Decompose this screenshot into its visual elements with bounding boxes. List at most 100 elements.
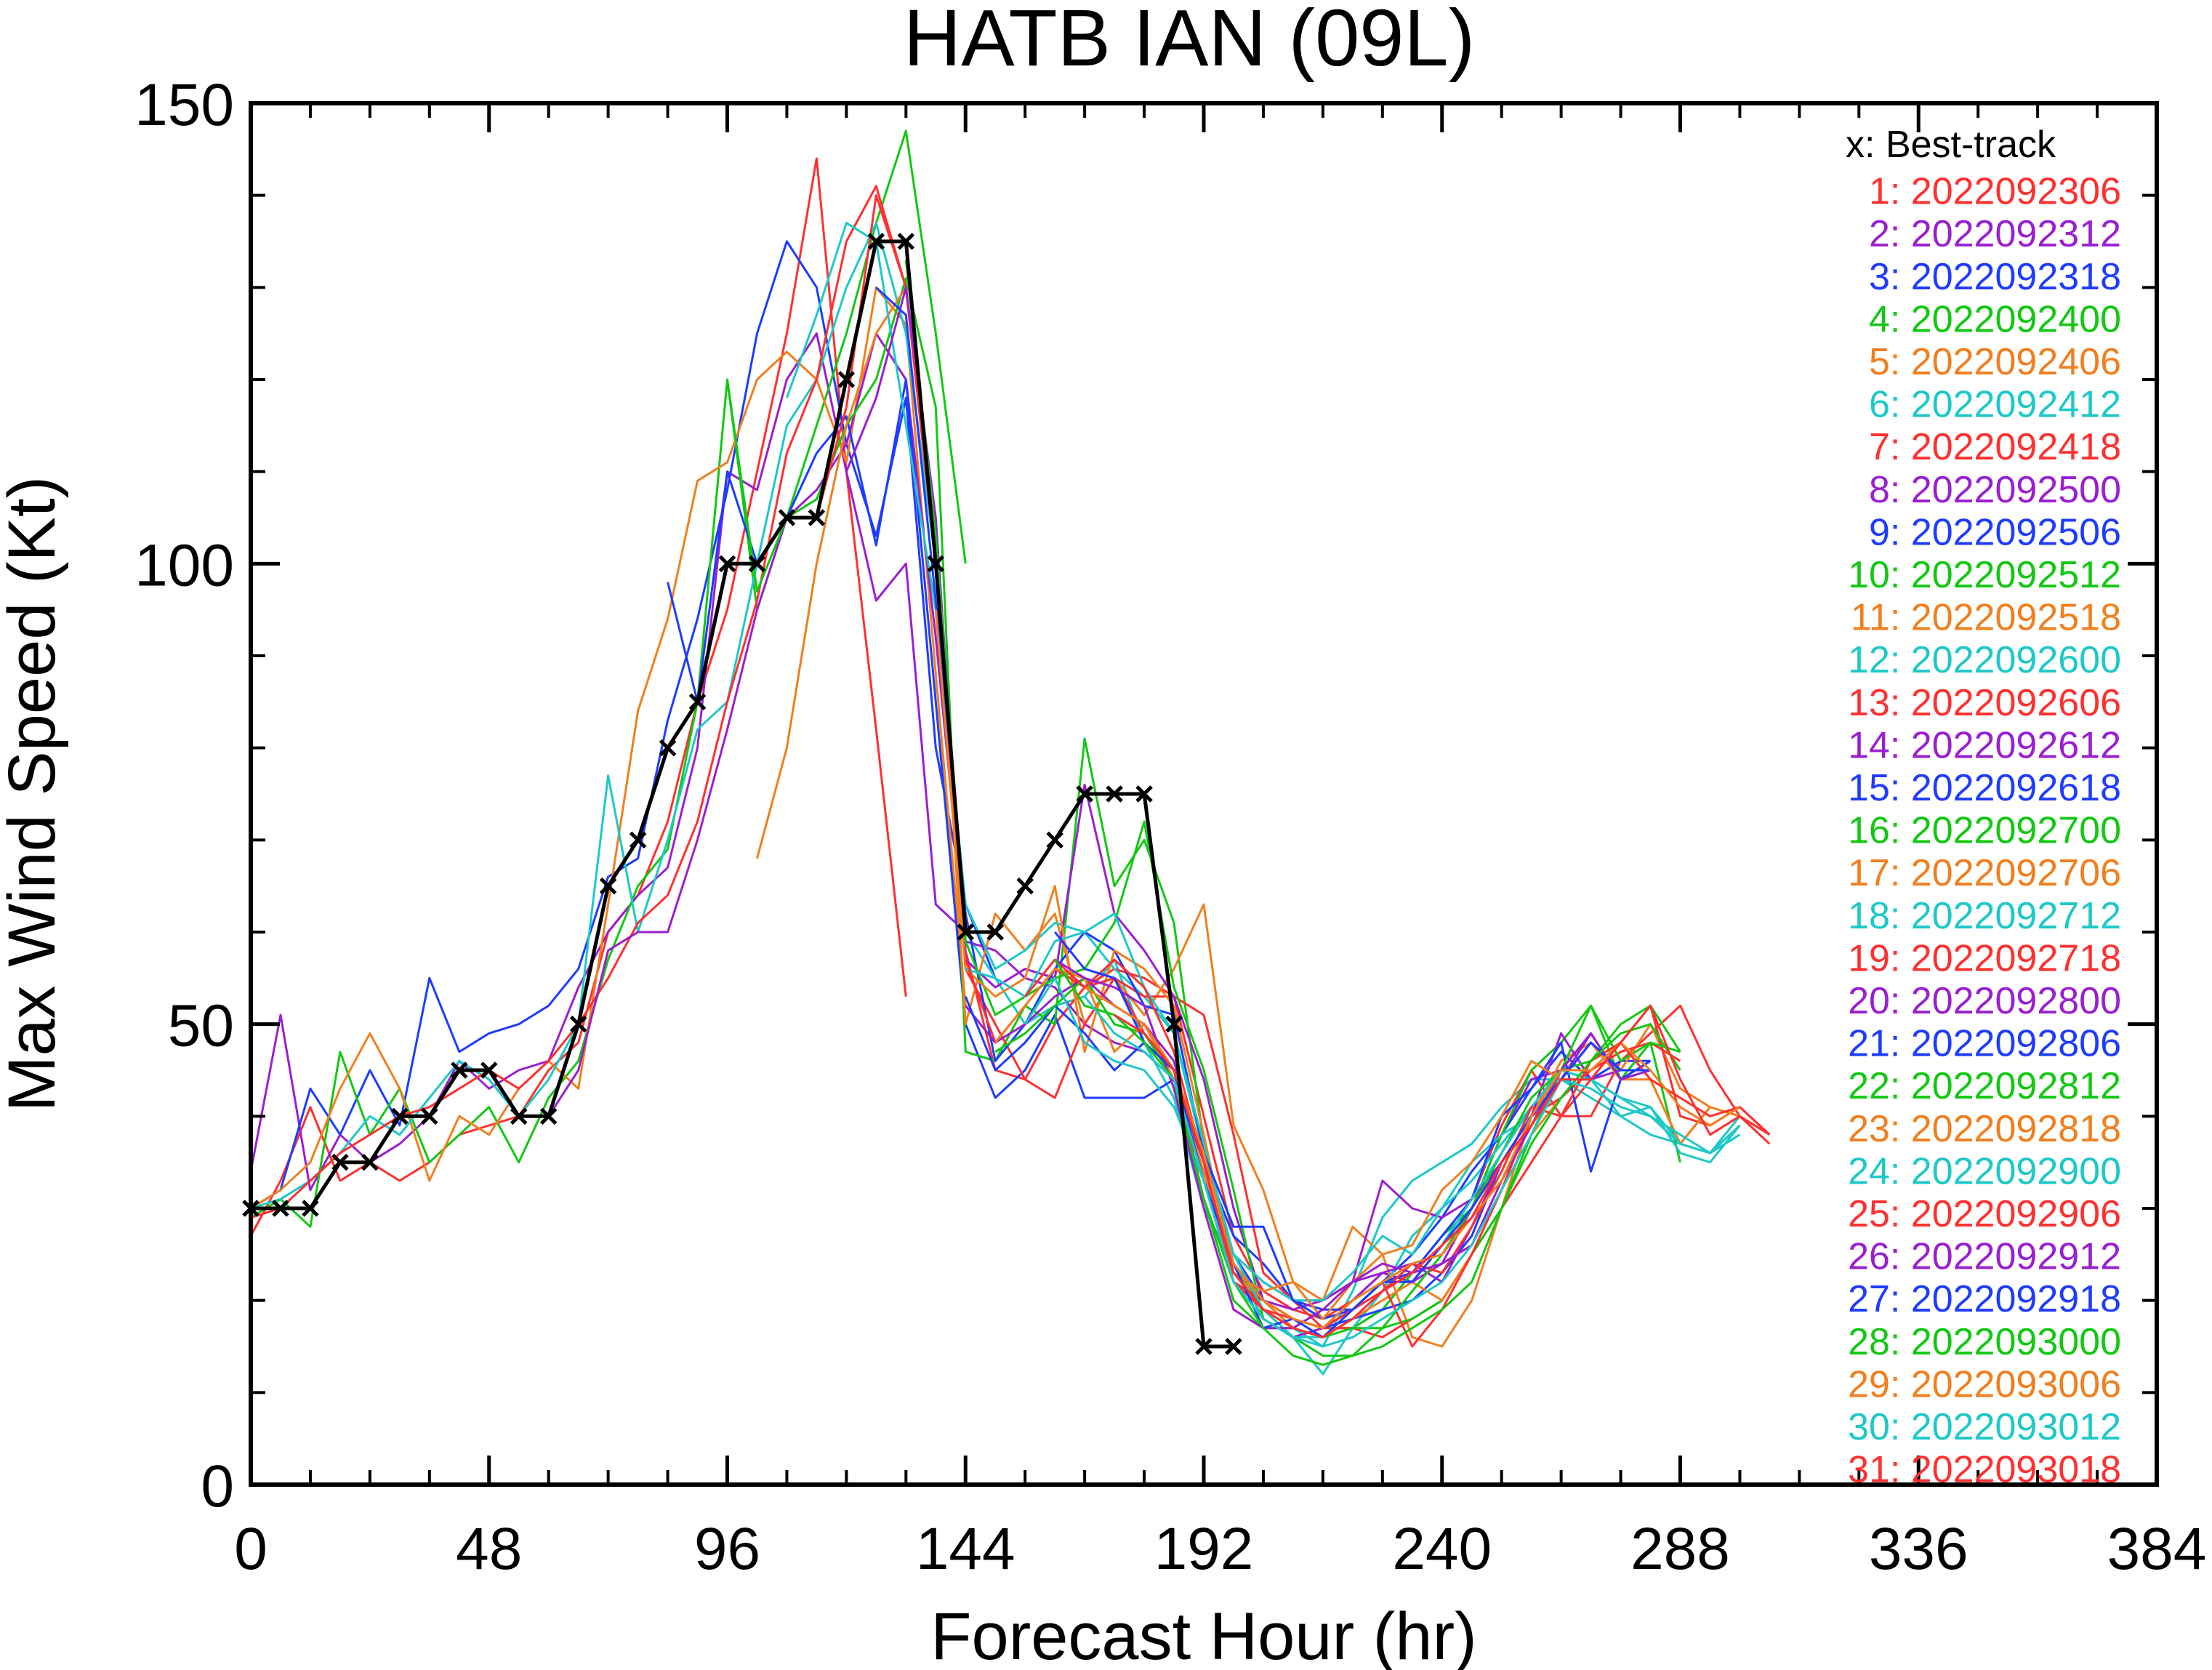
best-track-marker <box>927 555 945 573</box>
best-track-marker <box>331 1153 349 1171</box>
best-track-marker <box>1076 785 1093 803</box>
best-track-line <box>251 239 1234 1349</box>
series-line-31 <box>1114 1004 1771 1338</box>
legend-item-14: 14: 2022092612 <box>1848 724 2121 766</box>
x-tick-label: 336 <box>1869 1516 1968 1582</box>
best-track-marker <box>1195 1338 1212 1355</box>
legend-item-19: 19: 2022092718 <box>1848 937 2121 979</box>
x-tick-label: 0 <box>234 1516 268 1582</box>
best-track-marker <box>837 371 856 388</box>
best-track-marker <box>510 1107 528 1125</box>
x-tick-label: 288 <box>1630 1516 1730 1582</box>
x-tick-label: 192 <box>1154 1516 1254 1582</box>
legend-item-9: 9: 2022092506 <box>1869 511 2121 553</box>
x-axis-label: Forecast Hour (hr) <box>930 1599 1477 1670</box>
legend-item-13: 13: 2022092606 <box>1848 682 2121 724</box>
legend-item-11: 11: 2022092518 <box>1851 597 2121 639</box>
best-track-marker <box>539 1107 558 1125</box>
best-track-marker <box>629 831 647 849</box>
best-track-marker <box>659 739 677 757</box>
best-track-marker <box>1016 877 1034 895</box>
x-tick-label: 240 <box>1392 1516 1492 1582</box>
series-line-14 <box>845 286 1622 1311</box>
series-line-26 <box>1054 958 1651 1330</box>
legend-item-24: 24: 2022092900 <box>1848 1150 2121 1192</box>
y-tick-label: 100 <box>134 532 234 598</box>
best-track-marker <box>421 1107 438 1125</box>
series-line-21 <box>964 996 1652 1320</box>
best-track-marker <box>361 1153 379 1171</box>
legend-item-18: 18: 2022092712 <box>1848 895 2121 937</box>
y-axis-label: Max Wind Speed (Kt) <box>0 476 69 1112</box>
best-track-marker <box>272 1200 289 1217</box>
legend-item-30: 30: 2022093012 <box>1848 1406 2121 1448</box>
legend-item-12: 12: 2022092600 <box>1848 639 2121 681</box>
best-track-marker <box>599 877 617 895</box>
legend-item-25: 25: 2022092906 <box>1848 1193 2121 1235</box>
series-line-25 <box>1024 958 1771 1330</box>
y-tick-label: 0 <box>201 1453 234 1520</box>
x-tick-label: 96 <box>694 1516 760 1582</box>
legend-item-7: 7: 2022092418 <box>1869 426 2121 468</box>
series-line-1 <box>249 157 907 1237</box>
best-track-marker <box>897 233 915 250</box>
best-track-marker <box>718 555 736 573</box>
legend-item-8: 8: 2022092500 <box>1869 469 2121 511</box>
best-track-marker <box>1135 785 1153 803</box>
series-line-22 <box>994 976 1681 1338</box>
axis-ticks: 0 48 96 144 192 240 288 336 384 0 50 100 150 <box>134 72 2206 1582</box>
best-track-marker <box>480 1061 498 1079</box>
legend-item-21: 21: 2022092806 <box>1848 1023 2121 1065</box>
best-track-marker <box>391 1107 409 1125</box>
legend-item-23: 23: 2022092818 <box>1848 1108 2121 1150</box>
chart-title: HATB IAN (09L) <box>904 0 1476 83</box>
legend-item-20: 20: 2022092800 <box>1848 980 2121 1022</box>
series-line-29 <box>1084 986 1741 1330</box>
legend-item-28: 28: 2022093000 <box>1848 1321 2121 1363</box>
legend-best-track: x: Best-track <box>1846 124 2056 166</box>
best-track-marker <box>1106 785 1123 803</box>
legend-item-26: 26: 2022092912 <box>1848 1236 2121 1278</box>
plot-layer <box>242 129 1771 1376</box>
best-track-marker <box>957 923 975 941</box>
legend-item-31: 31: 2022093018 <box>1848 1449 2121 1491</box>
legend-item-27: 27: 2022092918 <box>1848 1278 2121 1320</box>
x-tick-label: 48 <box>456 1516 522 1582</box>
y-tick-label: 150 <box>134 72 234 138</box>
best-track-marker <box>1165 1015 1183 1033</box>
legend-item-3: 3: 2022092318 <box>1869 256 2121 298</box>
best-track-marker <box>867 233 885 250</box>
series-line-30 <box>1083 995 1741 1348</box>
x-tick-label: 144 <box>916 1516 1015 1582</box>
y-tick-label: 50 <box>168 993 234 1059</box>
best-track-marker <box>748 555 766 573</box>
legend-item-5: 5: 2022092406 <box>1869 341 2121 383</box>
legend-item-1: 1: 2022092306 <box>1869 171 2121 213</box>
best-track-marker <box>569 1015 587 1033</box>
legend-item-15: 15: 2022092618 <box>1848 767 2121 809</box>
best-track-marker <box>1225 1338 1242 1355</box>
series-line-27 <box>1054 931 1651 1338</box>
best-track-marker <box>1046 831 1063 849</box>
legend-item-6: 6: 2022092412 <box>1869 384 2121 426</box>
series-line-5 <box>250 286 967 1210</box>
best-track-marker <box>986 923 1004 941</box>
legend-item-29: 29: 2022093006 <box>1848 1363 2121 1405</box>
best-track-marker <box>808 509 826 526</box>
series-line-7 <box>250 185 1771 1320</box>
legend-item-2: 2: 2022092312 <box>1869 213 2121 255</box>
x-tick-label: 384 <box>2107 1516 2207 1582</box>
legend-item-17: 17: 2022092706 <box>1848 852 2121 894</box>
best-track-marker <box>302 1200 319 1217</box>
legend-item-4: 4: 2022092400 <box>1869 298 2121 340</box>
legend-item-22: 22: 2022092812 <box>1848 1065 2121 1107</box>
legend-item-16: 16: 2022092700 <box>1848 810 2121 852</box>
best-track-marker <box>451 1061 468 1079</box>
best-track-marker <box>688 693 707 711</box>
best-track-marker <box>778 509 796 526</box>
legend-item-10: 10: 2022092512 <box>1848 554 2121 596</box>
series-line-8 <box>547 332 1592 1302</box>
